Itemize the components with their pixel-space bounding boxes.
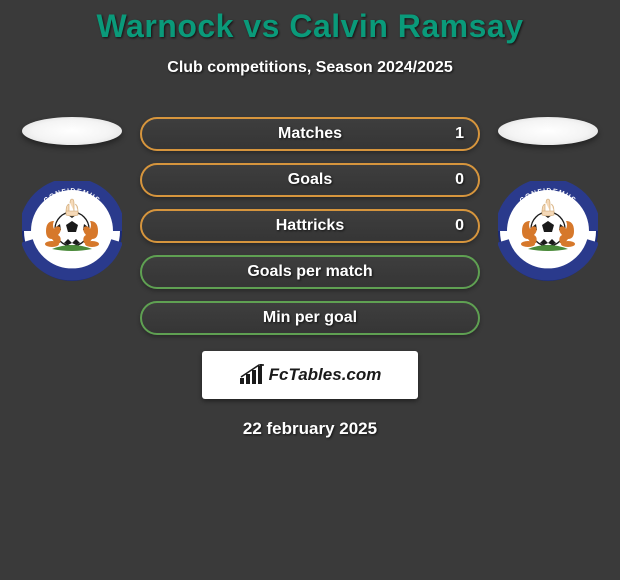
source-logo-text: FcTables.com xyxy=(269,365,382,385)
right-player-column: CONFIDEMUS KILMARNOCK F.C. xyxy=(498,117,598,281)
stat-label: Hattricks xyxy=(276,217,344,235)
left-team-crest-icon: CONFIDEMUS KILMARNOCK F.C. xyxy=(22,181,122,281)
stats-column: Matches 1 Goals 0 Hattricks 0 Goals per … xyxy=(140,117,480,335)
stat-row-hattricks: Hattricks 0 xyxy=(140,209,480,243)
stat-row-min-per-goal: Min per goal xyxy=(140,301,480,335)
bar-chart-icon xyxy=(239,364,265,386)
stat-label: Min per goal xyxy=(263,309,357,327)
stat-row-goals: Goals 0 xyxy=(140,163,480,197)
left-player-column: CONFIDEMUS KILMARNOCK F.C. xyxy=(22,117,122,281)
footer-date: 22 february 2025 xyxy=(0,419,620,439)
stat-row-goals-per-match: Goals per match xyxy=(140,255,480,289)
right-team-crest-icon: CONFIDEMUS KILMARNOCK F.C. xyxy=(498,181,598,281)
right-player-placeholder-icon xyxy=(498,117,598,145)
stat-value: 0 xyxy=(455,171,464,189)
page-subtitle: Club competitions, Season 2024/2025 xyxy=(0,59,620,77)
main-row: CONFIDEMUS KILMARNOCK F.C. xyxy=(0,117,620,335)
stat-value: 0 xyxy=(455,217,464,235)
stat-label: Goals per match xyxy=(247,263,372,281)
source-logo: FcTables.com xyxy=(202,351,418,399)
stat-value: 1 xyxy=(455,125,464,143)
page-title: Warnock vs Calvin Ramsay xyxy=(0,8,620,45)
left-player-placeholder-icon xyxy=(22,117,122,145)
stat-label: Matches xyxy=(278,125,342,143)
stat-row-matches: Matches 1 xyxy=(140,117,480,151)
infographic-root: Warnock vs Calvin Ramsay Club competitio… xyxy=(0,0,620,439)
stat-label: Goals xyxy=(288,171,332,189)
